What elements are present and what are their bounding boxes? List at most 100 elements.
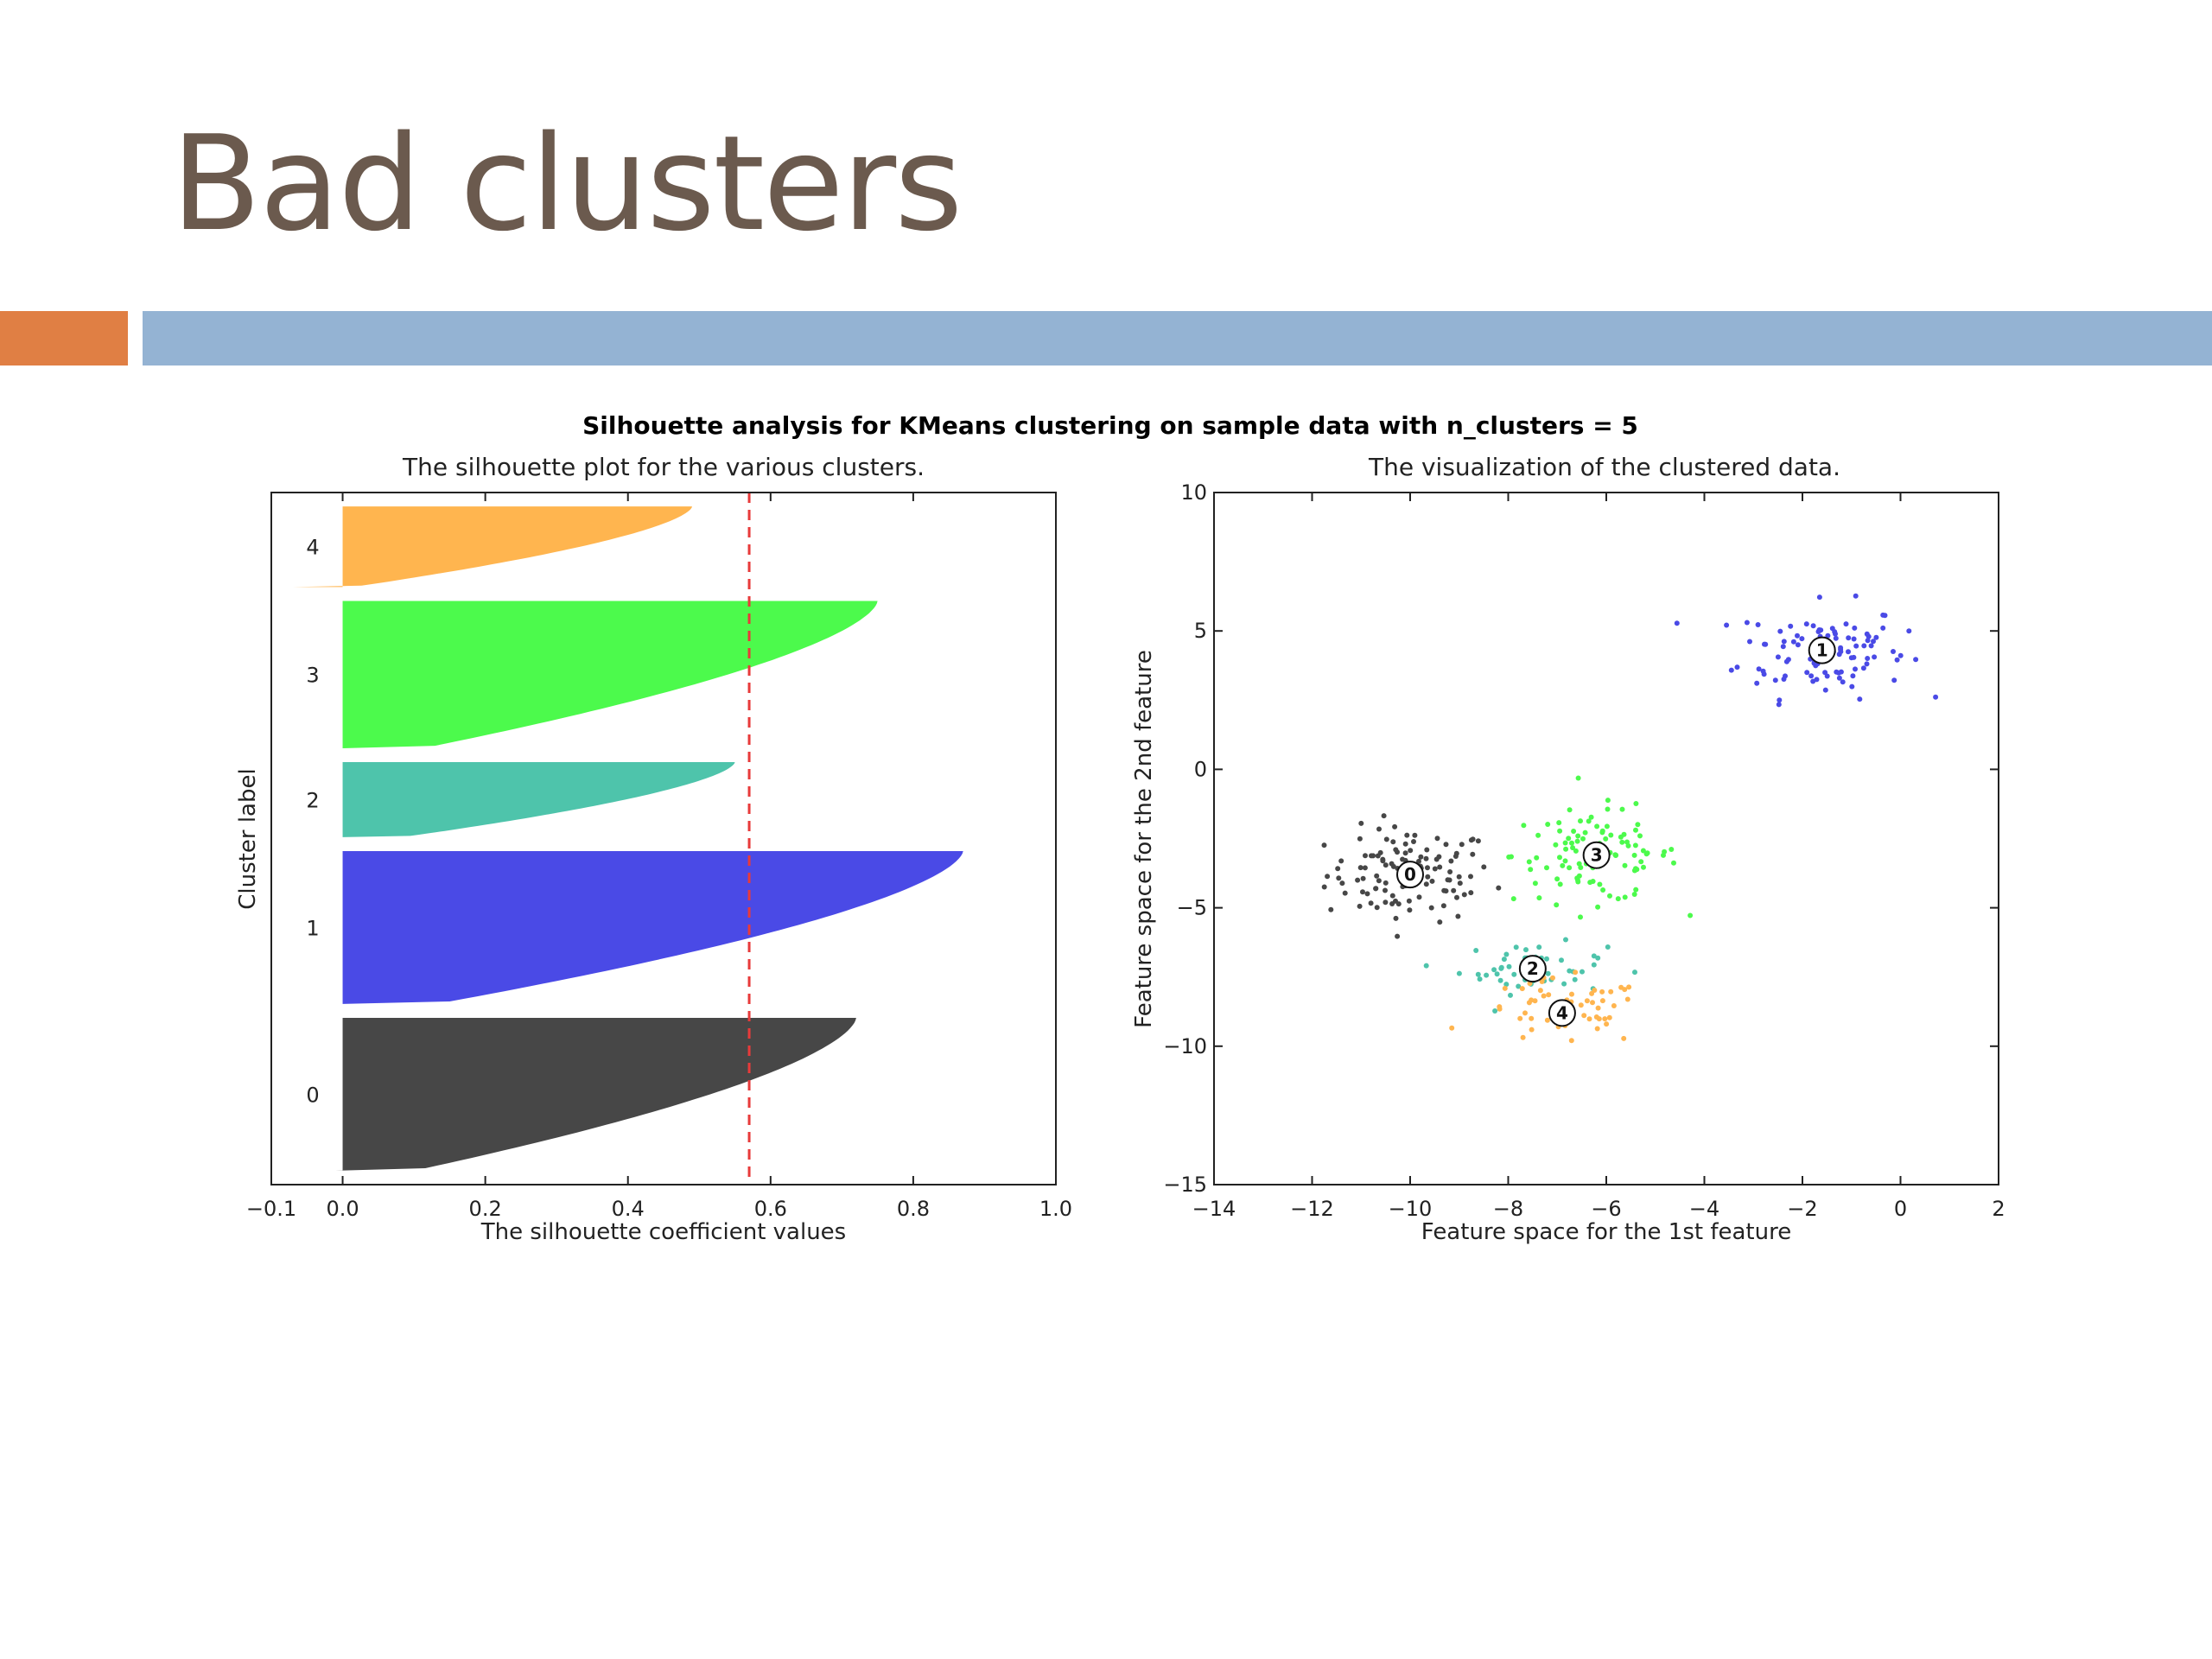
scatter-point (1502, 985, 1508, 991)
cluster-label-3: 3 (306, 664, 319, 688)
silhouette-cluster-3 (342, 601, 878, 748)
scatter-point (1383, 836, 1389, 842)
scatter-point (1578, 1002, 1584, 1008)
scatter-point (1562, 858, 1568, 864)
scatter-point (1574, 838, 1580, 844)
scatter-point (1559, 957, 1564, 963)
scatter-point (1536, 944, 1542, 950)
scatter-point (1529, 997, 1535, 1003)
x-tick-label: 2 (1992, 1197, 2005, 1221)
scatter-point (1734, 664, 1740, 671)
scatter-point (1846, 649, 1851, 655)
scatter-point (1810, 623, 1816, 629)
scatter-point (1321, 884, 1327, 890)
accent-bar (0, 311, 128, 365)
scatter-point (1550, 975, 1555, 981)
scatter-point (1437, 919, 1443, 925)
scatter-point (1572, 976, 1578, 982)
scatter-point (1840, 679, 1846, 685)
scatter-point (1360, 889, 1365, 895)
x-tick-label: −14 (1192, 1197, 1236, 1221)
scatter-point (1517, 1015, 1523, 1021)
scatter-point (1580, 836, 1586, 842)
scatter-point (1557, 855, 1562, 861)
scatter-point (1545, 970, 1551, 976)
scatter-point (1605, 806, 1611, 812)
scatter-point (1578, 818, 1583, 824)
scatter-point (1563, 846, 1569, 852)
scatter-point (1604, 823, 1610, 830)
scatter-point (1865, 656, 1871, 661)
scatter-point (1522, 1010, 1528, 1016)
scatter-plot: The visualization of the clustered data.… (1131, 453, 2005, 1245)
scatter-point (1357, 836, 1363, 842)
cluster-center-1 (1808, 636, 1836, 664)
scatter-point (1374, 905, 1380, 911)
scatter-point (1436, 854, 1442, 860)
scatter-point (1569, 991, 1574, 997)
scatter-point (1546, 992, 1552, 998)
scatter-point (1544, 865, 1549, 871)
scatter-point (1556, 820, 1562, 826)
silhouette-cluster-1 (342, 850, 963, 1004)
scatter-point (1595, 955, 1601, 961)
scatter-point (1599, 998, 1605, 1004)
scatter-y-axis-label: Feature space for the 2nd feature (1131, 650, 1157, 1028)
scatter-point (1434, 836, 1440, 842)
x-tick-label: −4 (1689, 1197, 1719, 1221)
scatter-point (1567, 865, 1573, 871)
scatter-point (1459, 842, 1465, 848)
scatter-point (1603, 836, 1609, 842)
scatter-point (1631, 892, 1637, 897)
scatter-point (1775, 654, 1781, 660)
scatter-point (1360, 875, 1366, 881)
scatter-point (1640, 848, 1646, 854)
scatter-point (1342, 890, 1348, 896)
scatter-point (1432, 866, 1438, 872)
scatter-point (1592, 988, 1598, 993)
scatter-point (1395, 901, 1402, 907)
scatter-point (1619, 806, 1625, 812)
x-tick-label: 0.4 (612, 1197, 645, 1221)
cluster-center-0 (1396, 861, 1424, 889)
scatter-point (1777, 697, 1783, 703)
scatter-point (1860, 665, 1866, 671)
x-tick-label: −10 (1389, 1197, 1433, 1221)
scatter-point (1357, 865, 1363, 871)
scatter-point (1853, 666, 1858, 672)
scatter-point (1906, 628, 1912, 634)
scatter-plot-title: The visualization of the clustered data. (1368, 453, 1840, 481)
scatter-point (1815, 629, 1821, 634)
scatter-point (1376, 878, 1382, 884)
scatter-point (1599, 828, 1605, 834)
scatter-point (1853, 593, 1859, 599)
scatter-point (1933, 694, 1939, 700)
scatter-point (1853, 643, 1859, 649)
x-tick-label: −2 (1787, 1197, 1817, 1221)
scatter-point (1457, 880, 1463, 887)
scatter-point (1864, 661, 1870, 667)
scatter-point (1535, 832, 1541, 838)
cluster-label-0: 0 (306, 1083, 319, 1107)
scatter-point (1541, 993, 1547, 999)
scatter-point (1520, 1034, 1526, 1040)
scatter-point (1880, 625, 1886, 631)
scatter-point (1404, 832, 1410, 838)
scatter-point (1503, 951, 1510, 957)
scatter-point (1880, 612, 1886, 618)
scatter-point (1756, 666, 1762, 672)
scatter-point (1632, 969, 1637, 976)
scatter-point (1674, 620, 1680, 626)
scatter-point (1571, 829, 1577, 834)
scatter-point (1795, 632, 1800, 639)
scatter-point (1447, 869, 1453, 874)
silhouette-plot: The silhouette plot for the various clus… (235, 453, 1072, 1245)
scatter-point (1382, 887, 1388, 893)
scatter-point (1852, 625, 1858, 631)
scatter-point (1611, 1003, 1617, 1008)
scatter-point (1425, 874, 1431, 880)
scatter-point (1631, 852, 1637, 858)
cluster-label-4: 4 (306, 536, 319, 560)
scatter-point (1836, 675, 1842, 681)
silhouette-x-axis: −0.1 0.0 0.2 0.4 0.6 0.8 1.0 (246, 493, 1072, 1221)
